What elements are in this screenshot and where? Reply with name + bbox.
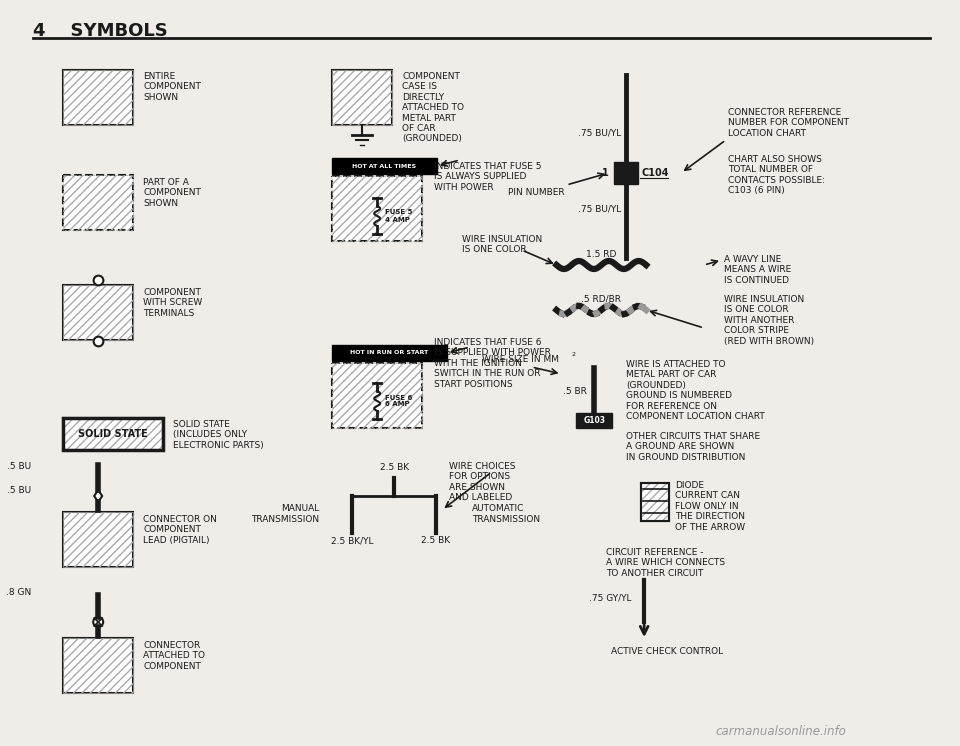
Text: 2: 2 xyxy=(571,352,575,357)
Bar xyxy=(641,483,669,521)
Text: CONNECTOR REFERENCE
NUMBER FOR COMPONENT
LOCATION CHART: CONNECTOR REFERENCE NUMBER FOR COMPONENT… xyxy=(728,108,849,138)
Text: 4    SYMBOLS: 4 SYMBOLS xyxy=(34,22,168,40)
Bar xyxy=(63,418,163,450)
Text: FUSE 5
4 AMP: FUSE 5 4 AMP xyxy=(385,210,413,222)
Text: INDICATES THAT FUSE 6
IS SUPPLIED WITH POWER
WITH THE IGNITION
SWITCH IN THE RUN: INDICATES THAT FUSE 6 IS SUPPLIED WITH P… xyxy=(434,338,551,389)
Text: G103: G103 xyxy=(584,416,606,425)
Bar xyxy=(63,512,133,567)
Text: .75 BU/YL: .75 BU/YL xyxy=(578,205,621,214)
Text: 2.5 BK: 2.5 BK xyxy=(379,463,409,472)
Bar xyxy=(332,158,437,174)
Text: HOT AT ALL TIMES: HOT AT ALL TIMES xyxy=(352,163,417,169)
Text: .75 GY/YL: .75 GY/YL xyxy=(588,594,632,603)
Bar xyxy=(63,512,133,567)
Text: WIRE CHOICES
FOR OPTIONS
ARE SHOWN
AND LABELED: WIRE CHOICES FOR OPTIONS ARE SHOWN AND L… xyxy=(449,462,516,502)
Bar xyxy=(332,363,422,428)
Text: WIRE INSULATION
IS ONE COLOR: WIRE INSULATION IS ONE COLOR xyxy=(462,235,542,254)
Bar xyxy=(332,176,422,241)
Text: OTHER CIRCUITS THAT SHARE
A GROUND ARE SHOWN
IN GROUND DISTRIBUTION: OTHER CIRCUITS THAT SHARE A GROUND ARE S… xyxy=(626,432,760,462)
Text: ACTIVE CHECK CONTROL: ACTIVE CHECK CONTROL xyxy=(612,647,724,656)
Text: .75 BU/YL: .75 BU/YL xyxy=(578,128,621,137)
Text: MANUAL
TRANSMISSION: MANUAL TRANSMISSION xyxy=(252,504,320,524)
Bar xyxy=(332,345,447,361)
Bar xyxy=(63,70,133,125)
Text: A WAVY LINE
MEANS A WIRE
IS CONTINUED: A WAVY LINE MEANS A WIRE IS CONTINUED xyxy=(724,255,791,285)
Circle shape xyxy=(93,617,103,627)
Bar xyxy=(332,70,392,125)
Text: WIRE INSULATION
IS ONE COLOR
WITH ANOTHER
COLOR STRIPE
(RED WITH BROWN): WIRE INSULATION IS ONE COLOR WITH ANOTHE… xyxy=(724,295,814,345)
Text: PART OF A
COMPONENT
SHOWN: PART OF A COMPONENT SHOWN xyxy=(143,178,201,208)
Polygon shape xyxy=(94,490,102,502)
Text: DIODE
CURRENT CAN
FLOW ONLY IN
THE DIRECTION
OF THE ARROW: DIODE CURRENT CAN FLOW ONLY IN THE DIREC… xyxy=(675,481,745,532)
Bar xyxy=(576,413,612,428)
Text: 2.5 BK/YL: 2.5 BK/YL xyxy=(331,536,373,545)
Bar xyxy=(641,483,669,521)
Text: C104: C104 xyxy=(641,168,669,178)
Text: COMPONENT
WITH SCREW
TERMINALS: COMPONENT WITH SCREW TERMINALS xyxy=(143,288,203,318)
Text: 2.5 BK: 2.5 BK xyxy=(421,536,450,545)
Bar xyxy=(63,638,133,693)
Bar xyxy=(332,176,422,241)
Text: WIRE IS ATTACHED TO
METAL PART OF CAR
(GROUNDED)
GROUND IS NUMBERED
FOR REFERENC: WIRE IS ATTACHED TO METAL PART OF CAR (G… xyxy=(626,360,765,421)
Text: SOLID STATE: SOLID STATE xyxy=(79,429,148,439)
Text: 1: 1 xyxy=(602,168,609,178)
Text: .5 BU: .5 BU xyxy=(8,486,32,495)
Bar xyxy=(332,363,422,428)
Text: .8 GN: .8 GN xyxy=(6,588,32,597)
Bar xyxy=(614,162,638,184)
Text: .5 BU: .5 BU xyxy=(8,462,32,471)
Text: .5 BR: .5 BR xyxy=(563,387,587,397)
Text: CONNECTOR ON
COMPONENT
LEAD (PIGTAIL): CONNECTOR ON COMPONENT LEAD (PIGTAIL) xyxy=(143,515,217,545)
Bar xyxy=(63,418,163,450)
Text: HOT IN RUN OR START: HOT IN RUN OR START xyxy=(350,351,428,356)
Text: COMPONENT
CASE IS
DIRECTLY
ATTACHED TO
METAL PART
OF CAR
(GROUNDED): COMPONENT CASE IS DIRECTLY ATTACHED TO M… xyxy=(402,72,464,143)
Text: CHART ALSO SHOWS
TOTAL NUMBER OF
CONTACTS POSSIBLE:
C103 (6 PIN): CHART ALSO SHOWS TOTAL NUMBER OF CONTACT… xyxy=(728,155,825,195)
Text: SOLID STATE
(INCLUDES ONLY
ELECTRONIC PARTS): SOLID STATE (INCLUDES ONLY ELECTRONIC PA… xyxy=(173,420,264,450)
Text: FUSE 6
6 AMP: FUSE 6 6 AMP xyxy=(385,395,413,407)
Bar xyxy=(332,70,392,125)
Bar xyxy=(63,418,163,450)
Text: .5 RD/BR: .5 RD/BR xyxy=(582,295,621,304)
Text: CIRCUIT REFERENCE -
A WIRE WHICH CONNECTS
TO ANOTHER CIRCUIT: CIRCUIT REFERENCE - A WIRE WHICH CONNECT… xyxy=(607,548,726,578)
Bar xyxy=(63,285,133,340)
Bar xyxy=(63,285,133,340)
Bar xyxy=(63,175,133,230)
Bar xyxy=(63,175,133,230)
Text: carmanualsonline.info: carmanualsonline.info xyxy=(715,725,846,738)
Text: ENTIRE
COMPONENT
SHOWN: ENTIRE COMPONENT SHOWN xyxy=(143,72,201,101)
Text: PIN NUMBER: PIN NUMBER xyxy=(508,188,564,197)
Bar xyxy=(63,70,133,125)
Bar xyxy=(641,483,669,521)
Text: AUTOMATIC
TRANSMISSION: AUTOMATIC TRANSMISSION xyxy=(471,504,540,524)
Bar xyxy=(63,638,133,693)
Text: INDICATES THAT FUSE 5
IS ALWAYS SUPPLIED
WITH POWER: INDICATES THAT FUSE 5 IS ALWAYS SUPPLIED… xyxy=(434,162,541,192)
Text: 1.5 RD: 1.5 RD xyxy=(587,250,616,259)
Text: WIRE SIZE IN MM: WIRE SIZE IN MM xyxy=(482,355,559,364)
Text: CONNECTOR
ATTACHED TO
COMPONENT: CONNECTOR ATTACHED TO COMPONENT xyxy=(143,641,205,671)
